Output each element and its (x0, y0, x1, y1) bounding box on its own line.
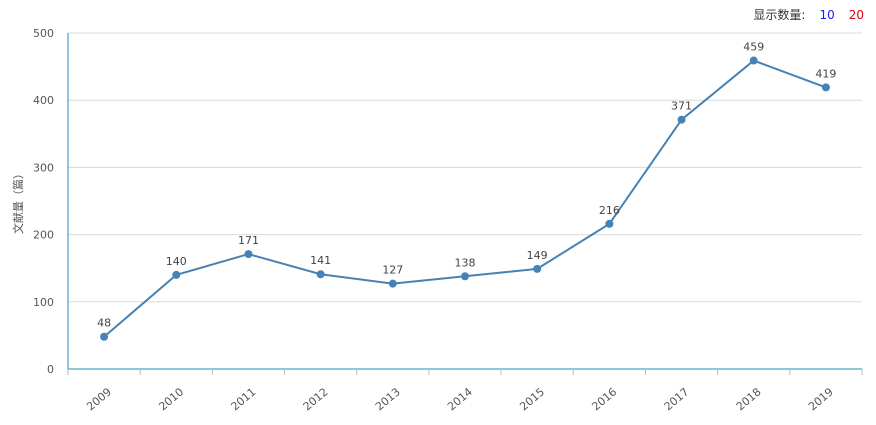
data-label-2016: 216 (599, 204, 620, 217)
x-tick-label-2009: 2009 (84, 385, 114, 413)
data-label-2009: 48 (97, 317, 111, 330)
x-tick-label-2015: 2015 (517, 385, 547, 413)
data-point-2010 (172, 270, 181, 279)
x-tick-label-2014: 2014 (445, 385, 475, 413)
data-point-2018 (749, 56, 758, 65)
data-label-2012: 141 (310, 254, 331, 267)
data-label-2011: 171 (238, 234, 259, 247)
x-tick-label-2011: 2011 (229, 385, 259, 413)
display-count-label: 显示数量: (753, 8, 806, 22)
data-label-2013: 127 (382, 264, 403, 277)
data-label-2019: 419 (815, 67, 836, 80)
x-tick-label-2019: 2019 (806, 385, 836, 413)
display-count-option-10[interactable]: 10 (819, 7, 835, 22)
data-label-2010: 140 (166, 255, 187, 268)
data-label-2017: 371 (671, 100, 692, 113)
data-point-2019 (821, 83, 830, 92)
y-tick-label-400: 400 (33, 94, 54, 107)
data-point-2012 (316, 270, 325, 279)
data-label-2014: 138 (455, 256, 476, 269)
data-point-2011 (244, 250, 253, 259)
data-point-2016 (605, 219, 614, 228)
x-tick-label-2010: 2010 (156, 385, 186, 413)
display-count-control: 显示数量: 10 20 (753, 6, 864, 23)
y-tick-label-200: 200 (33, 229, 54, 242)
x-tick-label-2017: 2017 (662, 385, 692, 413)
data-point-2014 (461, 272, 469, 281)
y-tick-label-100: 100 (33, 296, 54, 309)
display-count-option-20[interactable]: 20 (848, 7, 864, 22)
x-tick-label-2012: 2012 (301, 385, 331, 413)
y-tick-label-300: 300 (33, 161, 54, 174)
y-axis-label: 文献量（篇） (11, 168, 25, 234)
data-point-2015 (533, 264, 542, 273)
data-point-2013 (388, 279, 397, 288)
x-tick-label-2013: 2013 (373, 385, 403, 413)
x-tick-label-2016: 2016 (589, 385, 619, 413)
data-label-2015: 149 (527, 249, 548, 262)
data-point-2009 (100, 332, 109, 341)
x-tick-label-2018: 2018 (734, 385, 764, 413)
y-tick-label-0: 0 (47, 363, 54, 376)
data-point-2017 (677, 115, 686, 124)
series-line (103, 59, 827, 338)
y-tick-label-500: 500 (33, 27, 54, 40)
data-label-2018: 459 (743, 41, 764, 54)
